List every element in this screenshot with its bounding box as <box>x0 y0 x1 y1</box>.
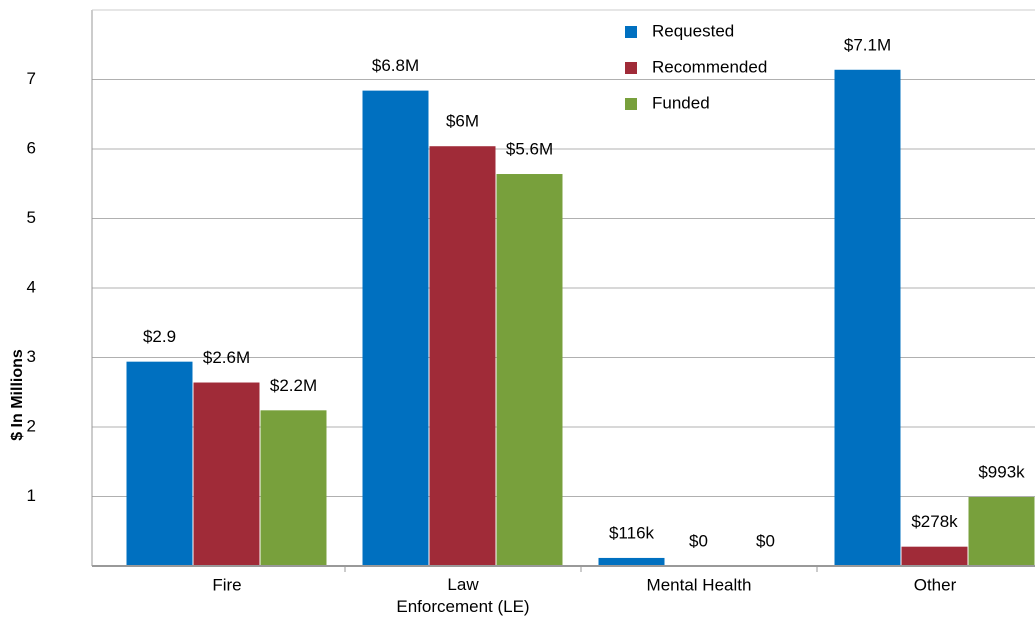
y-tick-label: 2 <box>27 416 36 435</box>
bar <box>362 90 429 567</box>
y-tick-label: 7 <box>27 69 36 88</box>
data-label: $2.9 <box>143 327 176 346</box>
legend-label: Requested <box>652 21 734 40</box>
bar <box>834 69 901 567</box>
data-label: $6M <box>446 112 479 131</box>
x-tick-label: Law Enforcement (LE) <box>396 575 529 616</box>
bar <box>126 361 193 566</box>
bar <box>496 174 563 566</box>
y-tick-label: 6 <box>27 138 36 157</box>
y-tick-label: 3 <box>27 347 36 366</box>
bar <box>968 496 1035 566</box>
bar <box>901 546 968 566</box>
x-tick-label: Other <box>914 575 957 594</box>
bar <box>260 410 327 566</box>
data-label: $116k <box>609 523 655 542</box>
legend-label: Funded <box>652 93 710 112</box>
data-label: $7.1M <box>844 35 891 54</box>
legend-swatch <box>625 62 637 74</box>
legend-label: Recommended <box>652 57 767 76</box>
data-label: $0 <box>756 531 775 550</box>
data-label: $993k <box>978 462 1025 481</box>
data-label: $5.6M <box>506 140 553 159</box>
y-tick-label: 4 <box>27 277 36 296</box>
y-tick-label: 5 <box>27 208 36 227</box>
y-axis-label: $ In Millions <box>9 349 26 441</box>
data-label: $2.6M <box>203 348 250 367</box>
data-label: $6.8M <box>372 56 419 75</box>
bar <box>429 146 496 566</box>
bar <box>193 382 260 566</box>
legend-swatch <box>625 26 637 38</box>
data-label: $278k <box>911 512 958 531</box>
x-tick-label: Fire <box>212 575 241 594</box>
data-label: $2.2M <box>270 376 317 395</box>
legend-swatch <box>625 98 637 110</box>
y-tick-label: 1 <box>27 486 36 505</box>
x-tick-label: Mental Health <box>647 575 752 594</box>
data-label: $0 <box>689 531 708 550</box>
bar <box>598 557 665 566</box>
